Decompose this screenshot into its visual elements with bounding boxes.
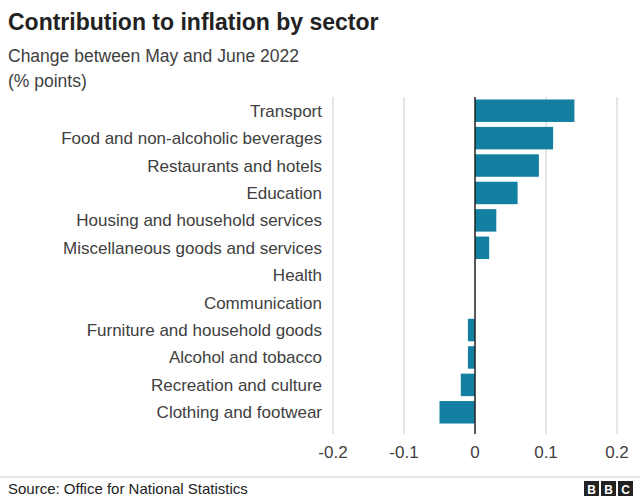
logo-box [584,481,599,496]
logo-box [601,481,616,496]
category-label: Housing and household services [76,211,322,230]
bar [475,127,553,149]
subtitle: Change between May and June 2022 [8,46,299,66]
tick-label: 0.1 [534,443,558,462]
tick-label: 0 [470,443,479,462]
bar [475,209,496,231]
category-label: Education [246,184,322,203]
category-label: Clothing and footwear [157,403,323,422]
grid [333,97,617,434]
bars [440,99,575,423]
category-label: Furniture and household goods [87,321,322,340]
bar [461,374,475,396]
title: Contribution to inflation by sector [8,9,379,35]
grid-line [617,97,618,434]
source: Source: Office for National Statistics [8,480,248,497]
grid-line [404,97,405,434]
bar [475,237,489,259]
category-label: Communication [204,294,322,313]
logo-box [618,481,633,496]
bar [475,99,574,121]
tick-label: 0.2 [605,443,629,462]
bar [468,346,475,368]
zero-line [474,97,476,434]
bar [440,401,476,423]
logo-text: BBC [587,483,630,497]
axis-label: (% points) [8,71,87,91]
bar [468,319,475,341]
category-label: Restaurants and hotels [147,157,322,176]
category-label: Transport [250,102,322,121]
bar [475,154,539,176]
tick-label: -0.2 [318,443,347,462]
chart: Contribution to inflation by sector Chang… [0,0,640,500]
tick-label: -0.1 [389,443,418,462]
logo: BBC [584,481,633,497]
category-label: Health [273,266,322,285]
footer-rule [0,477,640,478]
category-label: Alcohol and tobacco [169,348,322,367]
category-label: Recreation and culture [151,376,322,395]
category-label: Food and non-alcoholic beverages [61,129,322,148]
grid-line [333,97,334,434]
bar [475,182,518,204]
category-label: Miscellaneous goods and services [63,239,322,258]
